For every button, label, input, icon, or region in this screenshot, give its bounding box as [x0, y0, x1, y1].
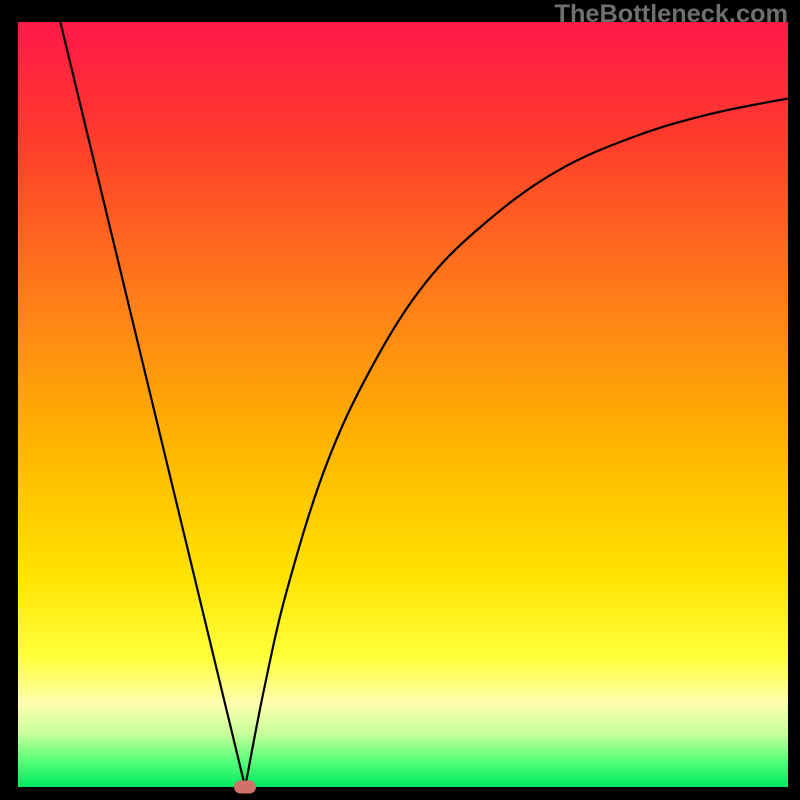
- minimum-marker: [234, 781, 256, 794]
- bottleneck-curve-right: [245, 99, 788, 788]
- bottleneck-curve-left: [60, 22, 245, 787]
- plot-area: [18, 22, 788, 787]
- curve-layer: [18, 22, 788, 787]
- watermark-text: TheBottleneck.com: [555, 0, 789, 29]
